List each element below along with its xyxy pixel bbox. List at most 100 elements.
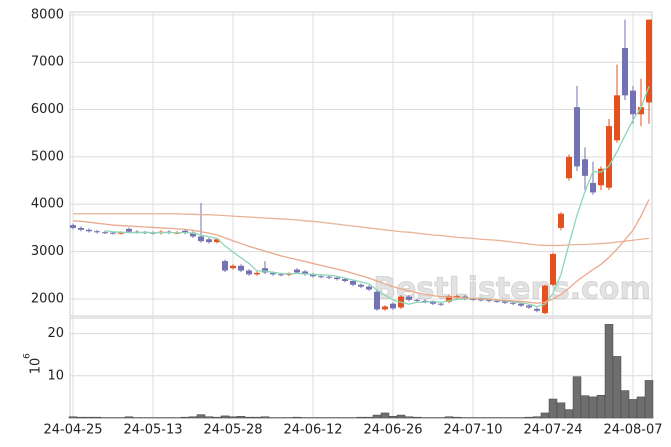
candle-body (430, 301, 436, 304)
y-tick-label: 7000 (31, 55, 64, 70)
volume-bar (196, 414, 206, 419)
volume-bar (604, 324, 614, 419)
y-tick-label: 20 (47, 326, 64, 341)
y-tick-label: 6000 (31, 102, 64, 117)
candle-body (550, 253, 556, 285)
volume-bar (236, 416, 246, 419)
x-tick-label: 24-07-24 (523, 423, 582, 438)
candle-body (614, 95, 620, 141)
candle-body (198, 236, 204, 242)
volume-bar (628, 399, 638, 419)
y2-label-exponent: 6 (23, 353, 33, 359)
volume-bar (372, 414, 382, 419)
moving-average-line (73, 213, 650, 247)
candle-body (446, 296, 452, 302)
candle-body (502, 301, 508, 303)
candle-body (350, 280, 356, 285)
y-tick-label: 5000 (31, 149, 64, 164)
y-tick-label: 4000 (31, 197, 64, 212)
candle-body (262, 268, 268, 273)
candle-body (622, 47, 628, 96)
candle-body (270, 272, 276, 275)
candle-body (382, 306, 388, 310)
candle-body (222, 261, 228, 271)
volume-bar (556, 402, 566, 419)
volume-bar (636, 396, 646, 419)
volume-bar (396, 414, 406, 419)
candle-body (582, 159, 588, 176)
candle-body (406, 296, 412, 300)
candle-body (558, 213, 564, 228)
volume-bar (188, 416, 198, 419)
volume-bar (548, 398, 558, 419)
candle-body (494, 300, 500, 302)
y-tick-label: 8000 (31, 7, 64, 22)
candle-body (630, 90, 636, 115)
candle-body (302, 271, 308, 275)
candle-body (318, 276, 324, 278)
candle-body (438, 303, 444, 305)
candle-body (206, 239, 212, 243)
candle-body (310, 274, 316, 277)
candle-body (454, 296, 460, 298)
candle-body (94, 231, 100, 233)
volume-bar (124, 416, 134, 419)
candle-body (470, 298, 476, 300)
candle-body (526, 305, 532, 308)
moving-average-line (72, 199, 650, 304)
volume-bar (412, 416, 422, 419)
x-tick-label: 24-06-26 (363, 423, 422, 438)
volume-bar (84, 416, 94, 419)
volume-bar (260, 416, 270, 419)
candle-body (86, 229, 92, 232)
candle-body (230, 265, 236, 269)
candle-body (358, 284, 364, 287)
volume-bar (388, 416, 398, 419)
candle-body (110, 232, 116, 234)
x-tick-label: 24-08-07 (603, 423, 662, 438)
candle-body (334, 277, 340, 280)
candle-body (390, 303, 396, 309)
candle-body (342, 279, 348, 281)
candle-body (598, 168, 604, 186)
candle-body (238, 265, 244, 271)
candle-body (246, 270, 252, 275)
price-frame (69, 11, 653, 317)
volume-bar (220, 415, 230, 419)
grid-layer (70, 12, 652, 418)
x-tick-label: 24-06-12 (283, 423, 342, 438)
candle-body (126, 228, 132, 232)
volume-bar (444, 416, 454, 419)
candle-body (182, 230, 188, 233)
candle-body (102, 232, 108, 234)
volume-bar (588, 396, 598, 419)
y-tick-label: 10 (47, 368, 64, 383)
volume-bar (596, 394, 606, 419)
candle-body (190, 232, 196, 237)
candle-body (574, 107, 580, 167)
candle-body (78, 227, 84, 230)
x-tick-label: 24-07-10 (443, 423, 502, 438)
candle-body (590, 182, 596, 193)
candle-body (326, 276, 332, 278)
volume-bar (644, 380, 654, 419)
candle-body (542, 285, 548, 314)
candle-body (510, 302, 516, 304)
candle-body (414, 299, 420, 301)
candle-body (606, 126, 612, 188)
volume-bar (212, 416, 222, 419)
volume-bar (76, 416, 86, 419)
volume-bar (204, 416, 214, 419)
candle-body (646, 19, 652, 103)
volume-bar (252, 416, 262, 419)
candle-body (70, 225, 76, 228)
y-tick-label: 2000 (31, 291, 64, 306)
x-tick-label: 24-05-28 (203, 423, 262, 438)
volume-bar (180, 416, 190, 419)
volume-bar (540, 412, 550, 419)
volume-bar (620, 390, 630, 419)
candle-body (478, 299, 484, 301)
candle-body (374, 291, 380, 310)
candle-body (254, 272, 260, 275)
